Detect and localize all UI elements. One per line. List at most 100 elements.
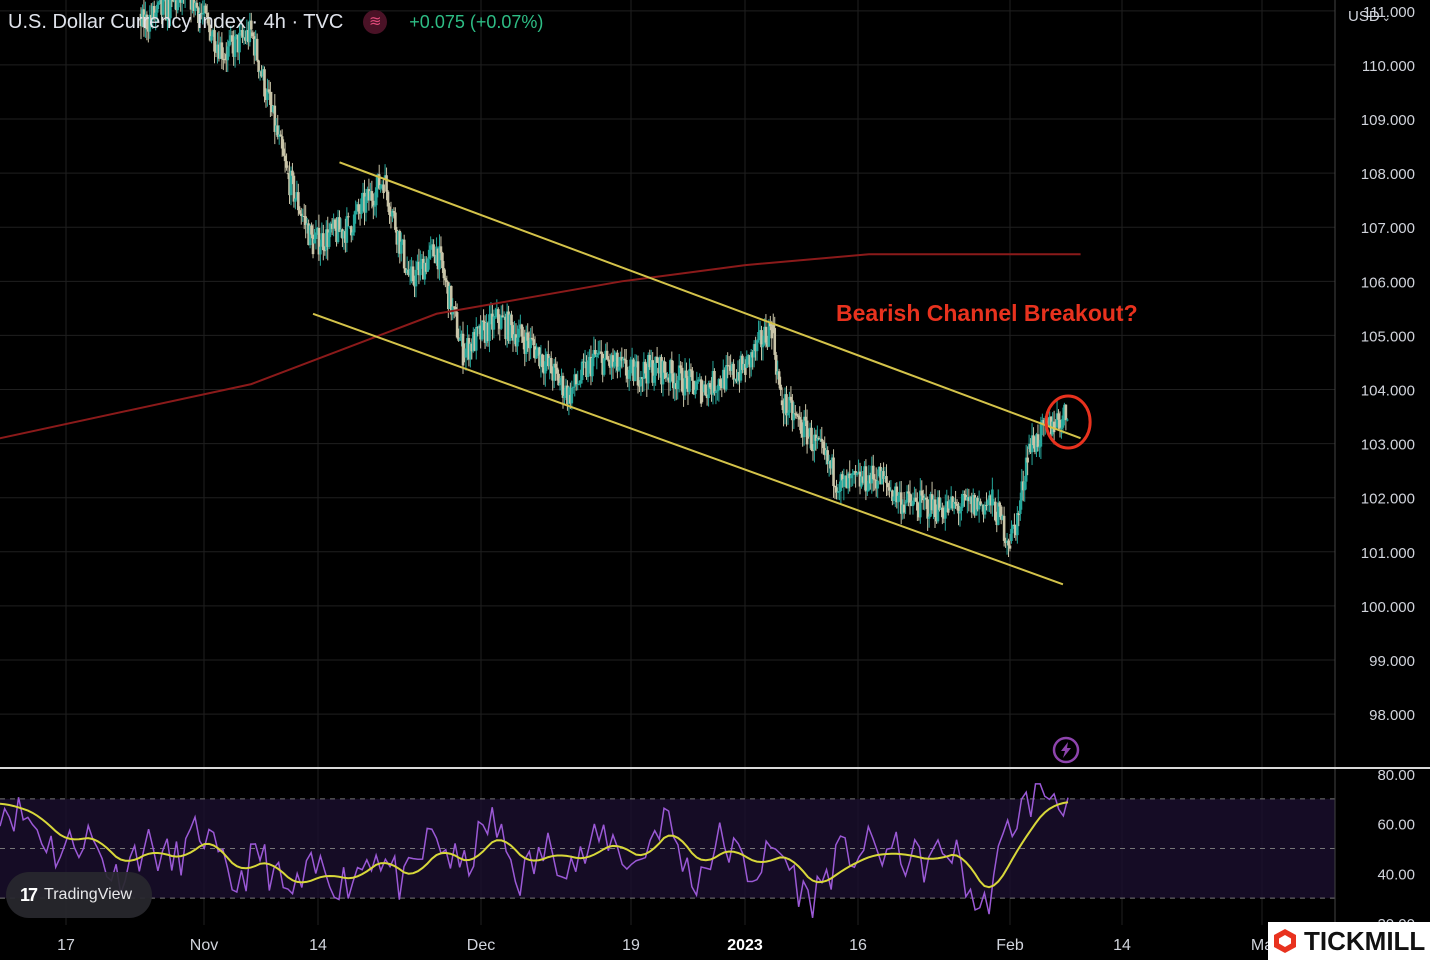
rsi-tick-label: 40.00 <box>1377 866 1415 883</box>
candle-body <box>927 516 931 519</box>
x-tick-label: 17 <box>57 937 75 954</box>
candle-body <box>624 359 628 376</box>
candle-body <box>179 0 182 3</box>
candle-body <box>327 232 331 247</box>
candle-body <box>630 359 634 374</box>
candle-body <box>180 0 184 3</box>
candle-body <box>838 490 841 492</box>
tickmill-mark-icon <box>1274 929 1296 953</box>
candle-body <box>282 148 285 156</box>
candle-body <box>207 17 210 26</box>
candle-body <box>979 501 982 506</box>
candle-body <box>526 332 530 341</box>
symbol-title[interactable]: U.S. Dollar Currency Index · 4h · TVC <box>8 10 344 33</box>
candle-body <box>966 497 969 500</box>
candle-body <box>970 496 974 513</box>
candle-body <box>197 7 200 24</box>
candle-body <box>288 173 291 196</box>
candle-body <box>295 192 299 199</box>
candle-body <box>1048 416 1052 426</box>
candle-body <box>496 309 500 323</box>
candle-body <box>1018 500 1022 514</box>
candle-body <box>713 371 716 393</box>
candle-body <box>830 457 834 469</box>
candle-body <box>292 175 296 202</box>
candle-body <box>308 225 312 246</box>
candle-body <box>757 332 760 341</box>
candle-body <box>410 266 413 282</box>
candle-body <box>923 497 927 501</box>
candle-body <box>857 471 860 474</box>
candle-body <box>238 32 241 53</box>
candle-body <box>189 0 193 10</box>
candle-body <box>191 0 194 10</box>
tradingview-badge[interactable]: 17 TradingView <box>6 872 152 918</box>
candle-body <box>955 503 959 506</box>
candle-body <box>1046 420 1050 426</box>
candle-body <box>477 325 481 329</box>
candle-body <box>377 174 381 189</box>
candle-body <box>902 504 906 513</box>
candle-body <box>791 400 794 421</box>
candle-body <box>939 507 943 510</box>
y-tick-label: 106.000 <box>1361 274 1415 291</box>
candle-body <box>161 0 165 15</box>
candle-body <box>614 352 618 362</box>
candle-body <box>696 379 700 382</box>
candle-body <box>846 473 850 489</box>
candle-body <box>1058 419 1062 429</box>
candle-body <box>511 325 515 341</box>
candle-body <box>807 432 810 437</box>
x-tick-label: Nov <box>190 937 218 954</box>
candle-body <box>832 457 835 487</box>
candle-body <box>342 231 346 239</box>
candle-body <box>470 343 474 352</box>
lightning-icon[interactable] <box>1052 736 1080 764</box>
candle-body <box>852 471 856 474</box>
tickmill-label: TICKMILL <box>1304 925 1426 956</box>
candle-body <box>333 219 337 229</box>
candle-body <box>247 30 250 43</box>
candle-body <box>285 161 288 168</box>
candle-body <box>229 35 232 41</box>
candle-body <box>529 337 532 349</box>
candle-body <box>311 234 315 255</box>
candle-body <box>380 184 384 186</box>
candle-body <box>582 361 585 363</box>
candle-body <box>1024 457 1028 482</box>
candle-body <box>433 256 437 264</box>
y-tick-label: 109.000 <box>1361 112 1415 129</box>
candle-body <box>704 384 707 395</box>
candle-body <box>513 334 516 341</box>
candle-body <box>527 340 531 349</box>
candle-body <box>995 520 999 525</box>
candle-body <box>270 104 274 113</box>
chart-overlays <box>0 161 1092 586</box>
candle-body <box>479 325 482 340</box>
candle-body <box>426 258 430 272</box>
candle-body <box>616 352 619 371</box>
tv-symbol-icon[interactable]: ≋ <box>363 10 388 34</box>
candle-body <box>492 316 496 330</box>
candle-body <box>516 337 519 347</box>
candle-body <box>636 361 640 386</box>
candle-body <box>849 475 853 479</box>
candle-body <box>571 386 575 388</box>
candle-body <box>427 249 431 259</box>
candle-body <box>961 494 965 507</box>
currency-selector[interactable]: USD ⌄ <box>1348 8 1391 25</box>
candle-body <box>952 501 956 509</box>
candle-body <box>560 375 563 383</box>
candle-body <box>974 497 978 516</box>
candle-body <box>1066 419 1069 421</box>
candle-body <box>1017 513 1021 516</box>
candle-body <box>1039 421 1043 447</box>
candle-body <box>545 353 549 362</box>
candle-body <box>449 285 453 315</box>
candle-body <box>345 216 349 243</box>
candle-body <box>1027 443 1031 450</box>
candle-body <box>329 223 332 233</box>
candle-body <box>517 328 521 338</box>
candle-body <box>769 322 772 327</box>
